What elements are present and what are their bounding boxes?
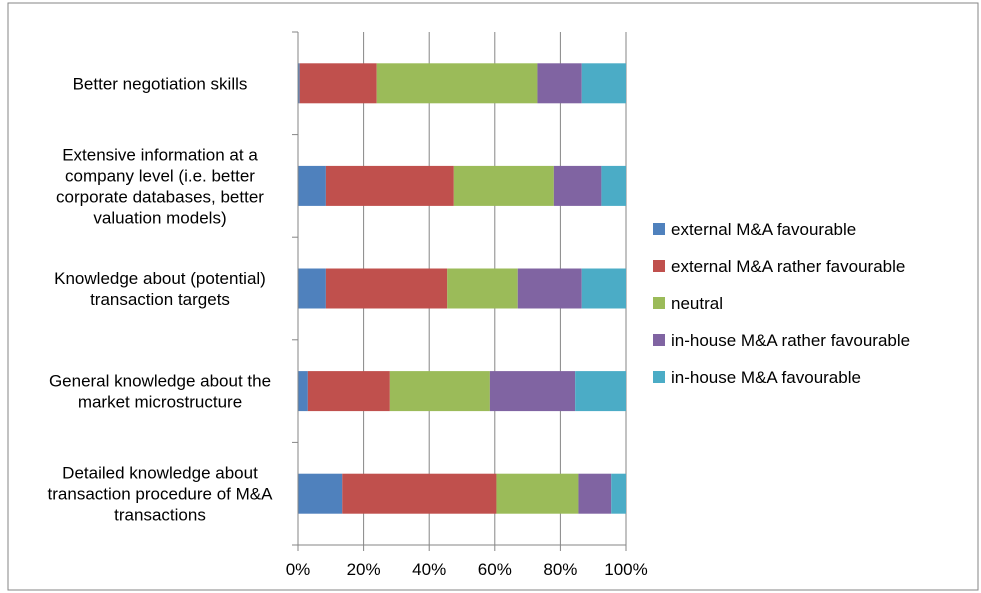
- axes: [292, 31, 627, 551]
- legend-swatch: [653, 334, 665, 346]
- bar-segment-3: [376, 63, 538, 104]
- category-label-line: Knowledge about (potential): [54, 269, 266, 288]
- category-label-line: Detailed knowledge about: [62, 464, 258, 483]
- category-label-line: transaction procedure of M&A: [48, 485, 274, 504]
- x-tick-label: 0%: [286, 560, 311, 579]
- category-label-line: transactions: [114, 506, 206, 525]
- bar-segment-1: [298, 63, 300, 104]
- category-label-line: transaction targets: [90, 290, 230, 309]
- bar-segment-1: [298, 268, 326, 309]
- category-label: General knowledge about the market micros…: [49, 372, 271, 412]
- category-labels: Better negotiation skills Extensive infor…: [48, 74, 274, 524]
- legend-label: neutral: [671, 294, 723, 313]
- x-tick-label: 80%: [543, 560, 577, 579]
- category-label: Better negotiation skills: [73, 74, 248, 93]
- legend-label: external M&A rather favourable: [671, 257, 905, 276]
- bar-segment-4: [489, 371, 576, 412]
- x-tick-labels: 0% 20% 40% 60% 80% 100%: [286, 560, 648, 579]
- bar-segment-5: [581, 63, 626, 104]
- bar-segment-1: [298, 165, 326, 206]
- category-label: Extensive information at a company level …: [56, 145, 264, 227]
- bar-segment-2: [299, 63, 377, 104]
- bar-segment-5: [575, 371, 626, 412]
- category-label-line: company level (i.e. better: [65, 166, 255, 185]
- bar-segment-1: [298, 371, 308, 412]
- legend: external M&A favourable external M&A rath…: [653, 220, 910, 387]
- bar-segment-3: [447, 268, 518, 309]
- x-tick-label: 100%: [604, 560, 647, 579]
- category-label-line: General knowledge about the: [49, 372, 271, 391]
- bar-segment-2: [325, 268, 448, 309]
- x-tick-label: 20%: [347, 560, 381, 579]
- bar-segment-5: [611, 473, 626, 514]
- legend-label: external M&A favourable: [671, 220, 856, 239]
- category-label-line: Extensive information at a: [62, 145, 258, 164]
- legend-swatch: [653, 371, 665, 383]
- legend-swatch: [653, 260, 665, 272]
- category-label-line: valuation models): [93, 208, 226, 227]
- bar-segment-4: [553, 165, 602, 206]
- bar-segment-1: [298, 473, 343, 514]
- category-label-line: corporate databases, better: [56, 187, 264, 206]
- bars: [298, 63, 626, 514]
- category-label: Knowledge about (potential) transaction t…: [54, 269, 266, 309]
- bar-segment-3: [496, 473, 579, 514]
- bar-segment-4: [537, 63, 582, 104]
- legend-label: in-house M&A rather favourable: [671, 331, 910, 350]
- legend-label: in-house M&A favourable: [671, 368, 861, 387]
- bar-segment-3: [453, 165, 554, 206]
- category-label-line: Better negotiation skills: [73, 74, 248, 93]
- x-tick-label: 40%: [412, 560, 446, 579]
- bar-segment-5: [581, 268, 626, 309]
- x-tick-label: 60%: [478, 560, 512, 579]
- bar-segment-4: [517, 268, 582, 309]
- bar-segment-2: [325, 165, 454, 206]
- legend-swatch: [653, 223, 665, 235]
- category-label: Detailed knowledge about transaction proc…: [48, 464, 274, 525]
- bar-segment-4: [578, 473, 612, 514]
- legend-swatch: [653, 297, 665, 309]
- bar-segment-5: [601, 165, 626, 206]
- category-label-line: market microstructure: [78, 393, 242, 412]
- bar-segment-2: [342, 473, 497, 514]
- bar-segment-2: [307, 371, 390, 412]
- bar-segment-3: [389, 371, 490, 412]
